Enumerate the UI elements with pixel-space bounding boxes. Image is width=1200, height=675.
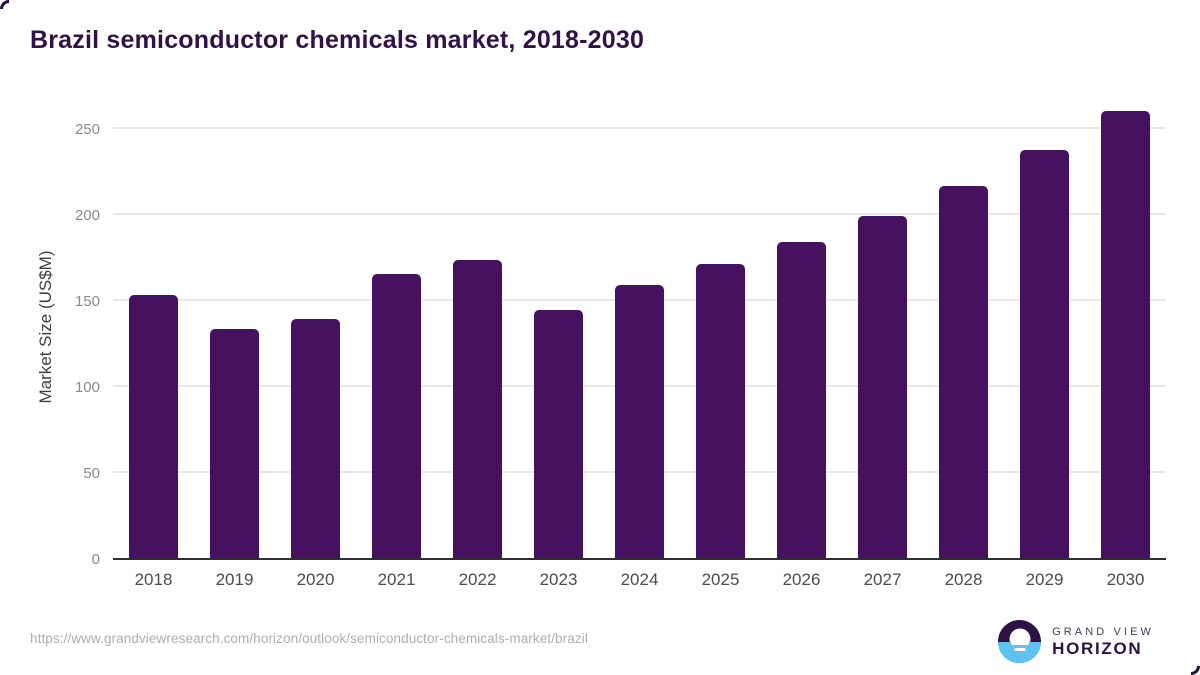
plot-area — [113, 95, 1166, 560]
bar-2019[interactable] — [210, 329, 259, 558]
x-tick-label-2026: 2026 — [782, 570, 821, 589]
bar-slot-2029 — [1004, 95, 1085, 558]
bar-slot-2019 — [194, 95, 275, 558]
chart-title: Brazil semiconductor chemicals market, 2… — [30, 26, 645, 54]
bar-2021[interactable] — [372, 274, 421, 558]
x-tick-label-2025: 2025 — [701, 570, 740, 589]
y-tick-label-150: 150 — [74, 293, 100, 310]
x-tick-label-2021: 2021 — [377, 570, 416, 589]
x-tick-label-2030: 2030 — [1106, 570, 1145, 589]
y-tick-label-50: 50 — [83, 465, 100, 482]
source-url: https://www.grandviewresearch.com/horizo… — [30, 631, 588, 646]
x-tick-label-2028: 2028 — [944, 570, 983, 589]
bar-2022[interactable] — [453, 260, 502, 558]
x-tick-label-2029: 2029 — [1025, 570, 1064, 589]
sea-shape — [998, 641, 1042, 663]
bar-2025[interactable] — [696, 264, 745, 558]
brand-name-top: GRAND VIEW — [1052, 625, 1154, 638]
x-axis-tick-labels: 2018 2019 2020 2021 2022 2023 2024 2025 2026 2027… — [113, 570, 1166, 590]
y-tick-label-250: 250 — [74, 121, 100, 138]
frame-corner-decoration — [1191, 666, 1200, 675]
horizon-sunrise-logo-icon — [998, 620, 1042, 663]
y-tick-label-0: 0 — [91, 551, 100, 568]
x-tick-label-2023: 2023 — [539, 570, 578, 589]
reflection-line — [1010, 642, 1029, 645]
bar-slot-2022 — [437, 95, 518, 558]
brand-text: GRAND VIEW HORIZON — [1052, 625, 1154, 659]
gridline-200 — [113, 213, 1166, 215]
bar-slot-2023 — [518, 95, 599, 558]
bar-slot-2025 — [680, 95, 761, 558]
bar-2027[interactable] — [858, 216, 907, 558]
x-tick-label-2024: 2024 — [620, 570, 659, 589]
frame-corner-decoration — [0, 0, 9, 9]
bar-2020[interactable] — [291, 319, 340, 558]
bar-slot-2030 — [1085, 95, 1166, 558]
brand-name-bottom: HORIZON — [1052, 638, 1143, 658]
bar-slot-2026 — [761, 95, 842, 558]
x-tick-label-2019: 2019 — [215, 570, 254, 589]
x-tick-label-2018: 2018 — [134, 570, 173, 589]
brand-logo: GRAND VIEW HORIZON — [998, 620, 1154, 663]
bar-slot-2020 — [275, 95, 356, 558]
x-tick-label-2027: 2027 — [863, 570, 902, 589]
y-tick-label-100: 100 — [74, 379, 100, 396]
bar-slot-2027 — [842, 95, 923, 558]
bar-slot-2024 — [599, 95, 680, 558]
bar-2026[interactable] — [777, 242, 826, 558]
bar-2023[interactable] — [534, 310, 583, 558]
bar-2018[interactable] — [129, 295, 178, 558]
bar-slot-2028 — [923, 95, 1004, 558]
bar-slot-2021 — [356, 95, 437, 558]
y-tick-label-200: 200 — [74, 207, 100, 224]
gridline-250 — [113, 127, 1166, 129]
bar-2030[interactable] — [1101, 111, 1150, 558]
x-tick-label-2020: 2020 — [296, 570, 335, 589]
bar-series — [113, 95, 1166, 558]
bar-2028[interactable] — [939, 186, 988, 558]
bar-2029[interactable] — [1020, 150, 1069, 558]
x-tick-label-2022: 2022 — [458, 570, 497, 589]
y-axis-tick-labels: 0 50 100 150 200 250 — [28, 95, 100, 568]
bar-2024[interactable] — [615, 285, 664, 558]
reflection-line — [1014, 648, 1026, 651]
bar-slot-2018 — [113, 95, 194, 558]
